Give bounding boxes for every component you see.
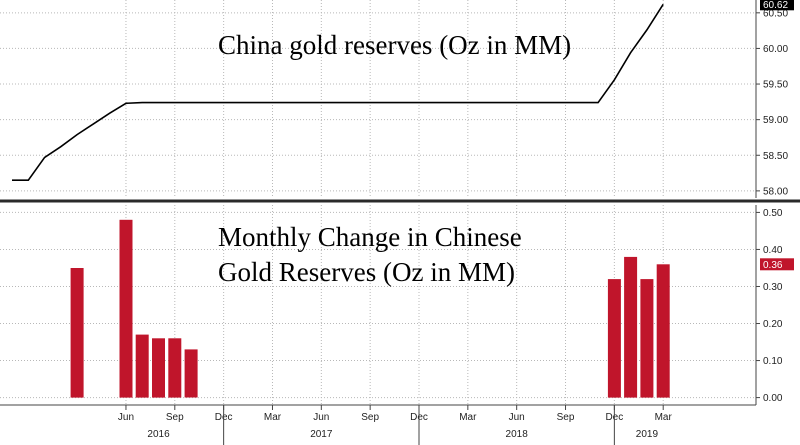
change-bar [607, 279, 621, 398]
change-bar [656, 264, 670, 398]
x-month-label: Jun [118, 412, 134, 423]
change-bar [70, 268, 84, 398]
bottom-y-tick-label: 0.30 [763, 282, 783, 293]
x-month-label: Sep [557, 412, 575, 423]
top-y-tick-label: 58.50 [763, 151, 788, 162]
bottom-y-tick-label: 0.10 [763, 356, 783, 367]
top-y-tick-label: 59.00 [763, 115, 788, 126]
top-last-value-flag: 60.62 [760, 0, 794, 11]
x-month-label: Sep [166, 412, 184, 423]
monthly-change-bars [70, 219, 670, 398]
x-axis: Jun Sep Dec Mar Jun Sep Dec Mar Jun Sep Dec Mar2016… [118, 405, 673, 445]
x-year-label: 2016 [147, 429, 170, 440]
bottom-y-tick-label: 0.00 [763, 393, 783, 404]
top-y-tick-label: 60.00 [763, 44, 788, 55]
top-y-tick-label: 59.50 [763, 80, 788, 91]
bottom-panel-y-ticks: 0.00 0.10 0.20 0.30 0.40 0.50 [756, 208, 783, 404]
top-y-tick-label: 60.50 [763, 8, 788, 19]
bottom-y-tick-label: 0.50 [763, 208, 783, 219]
change-bar [640, 279, 654, 398]
x-month-label: Mar [655, 412, 673, 423]
change-bar [624, 256, 638, 398]
x-year-label: 2018 [506, 429, 529, 440]
change-bar [135, 334, 149, 398]
bottom-last-value-flag-box [760, 258, 794, 271]
x-month-label: Jun [313, 412, 329, 423]
top-panel-grid [0, 0, 756, 198]
x-year-label: 2019 [636, 429, 659, 440]
x-month-label: Jun [509, 412, 525, 423]
change-bar [152, 338, 165, 398]
bottom-y-tick-label: 0.40 [763, 245, 783, 256]
x-month-label: Mar [264, 412, 282, 423]
top-last-value-label: 60.62 [763, 0, 788, 11]
change-bar [119, 219, 133, 398]
change-bar [168, 338, 182, 398]
bottom-chart-title-line-2: Gold Reserves (Oz in MM) [218, 257, 515, 287]
x-year-label: 2017 [310, 429, 333, 440]
top-y-tick-label: 58.00 [763, 186, 788, 197]
top-last-value-flag-box [760, 0, 794, 11]
top-panel-y-ticks: 58.00 58.50 59.00 59.50 60.00 60.50 [756, 8, 788, 197]
gold-reserves-line [12, 3, 664, 181]
bottom-last-value-label: 0.36 [763, 260, 783, 271]
x-month-label: Sep [361, 412, 379, 423]
bottom-y-tick-label: 0.20 [763, 319, 783, 330]
bottom-last-value-flag: 0.36 [760, 258, 794, 271]
bottom-chart-title-line-1: Monthly Change in Chinese [218, 222, 522, 252]
change-bar [184, 349, 198, 398]
x-month-label: Mar [459, 412, 477, 423]
top-chart-title: China gold reserves (Oz in MM) [218, 30, 571, 60]
